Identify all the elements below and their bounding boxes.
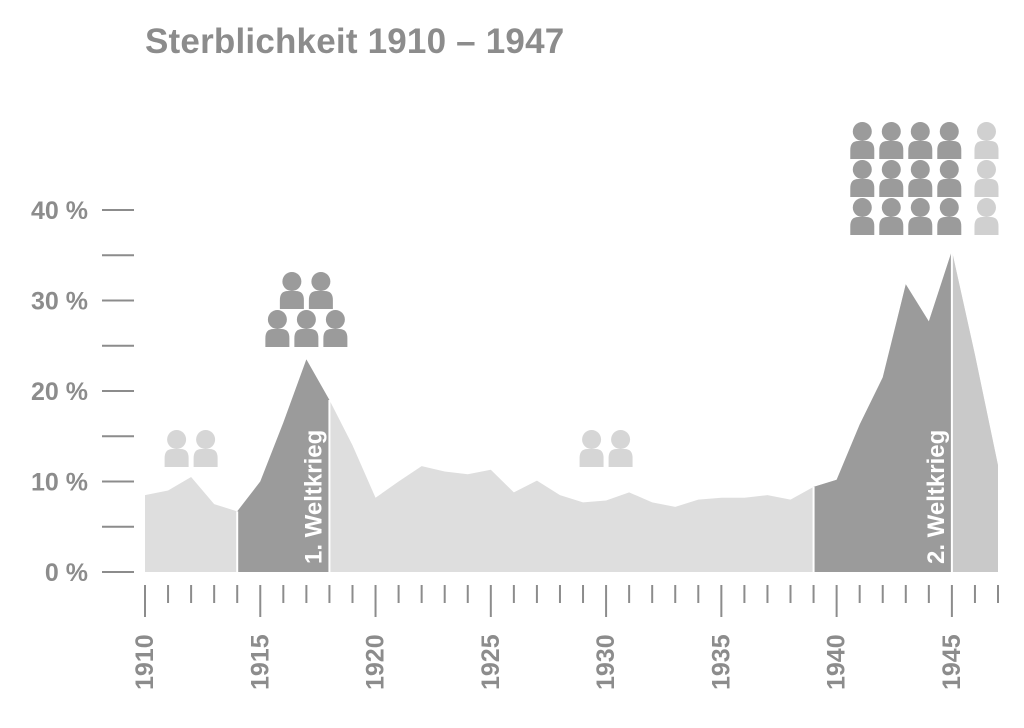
axes-layer: 0 % 10 % 20 % 30 % 40 % 1910 1915 1920 1925 1930 1… [31, 197, 999, 690]
person-icon [908, 122, 933, 159]
person-icon [850, 122, 875, 159]
person-icon [937, 198, 962, 235]
x-tick-label: 1940 [823, 634, 851, 690]
y-tick-label: 40 % [31, 197, 88, 225]
area-layer: 1. Weltkrieg 2. Weltkrieg [145, 250, 998, 572]
person-icon [937, 160, 962, 197]
war-period-area-1 [237, 359, 330, 572]
y-tick-label: 20 % [31, 378, 88, 406]
person-icon [937, 122, 962, 159]
person-icon [608, 430, 633, 467]
person-icon [265, 310, 290, 347]
person-icon [193, 430, 218, 467]
person-icon [279, 272, 304, 309]
y-tick-label: 0 % [45, 559, 88, 587]
x-tick-label: 1945 [938, 634, 966, 690]
person-icon [294, 310, 319, 347]
person-icon [879, 160, 904, 197]
person-icon [908, 160, 933, 197]
person-icon [879, 198, 904, 235]
x-tick-label: 1920 [362, 634, 390, 690]
person-icon [879, 122, 904, 159]
x-tick-label: 1925 [477, 634, 505, 690]
person-icon [164, 430, 189, 467]
person-icon [974, 122, 999, 159]
person-icon [579, 430, 604, 467]
post-war-area [951, 250, 998, 572]
y-tick-label: 30 % [31, 288, 88, 316]
person-icon [850, 198, 875, 235]
x-tick-label: 1930 [592, 634, 620, 690]
person-icon [974, 198, 999, 235]
chart-title: Sterblichkeit 1910 – 1947 [145, 22, 565, 61]
war-period-area-2 [813, 250, 952, 572]
x-tick-label: 1915 [246, 634, 274, 690]
person-icon [323, 310, 348, 347]
x-tick-label: 1935 [707, 634, 735, 690]
person-icon [908, 198, 933, 235]
person-icon-layer [164, 122, 999, 467]
y-tick-label: 10 % [31, 469, 88, 497]
mortality-area-base [145, 250, 998, 572]
x-tick-label: 1910 [131, 634, 159, 690]
person-icon [850, 160, 875, 197]
person-icon [308, 272, 333, 309]
war-period-label-2: 2. Weltkrieg [923, 430, 950, 564]
person-icon [974, 160, 999, 197]
war-period-label-1: 1. Weltkrieg [300, 430, 327, 564]
